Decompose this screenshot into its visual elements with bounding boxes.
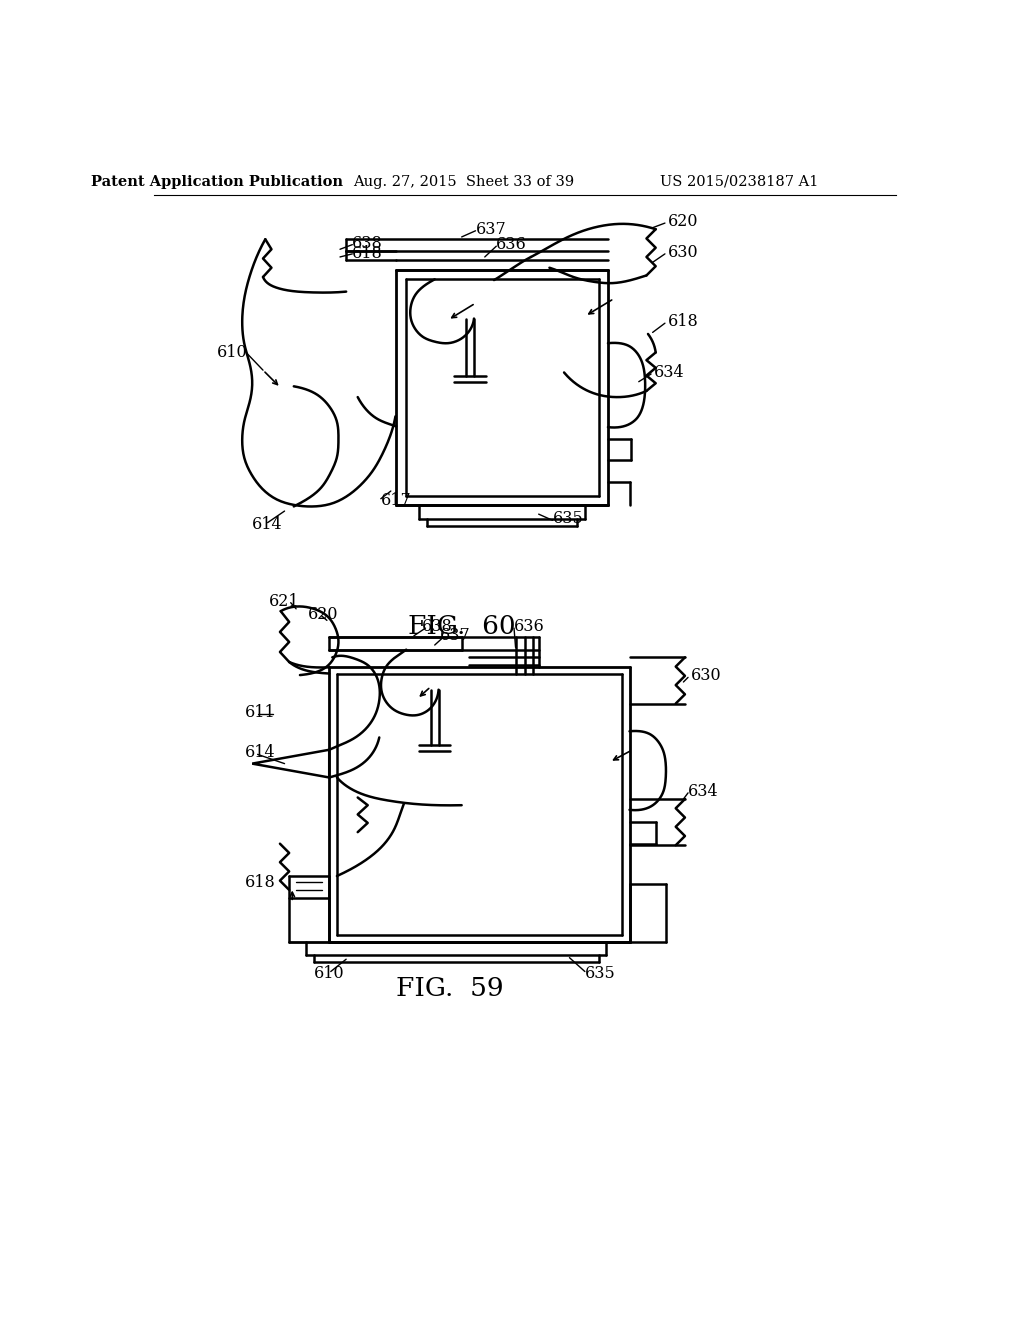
Text: 614: 614: [245, 744, 275, 762]
Text: 610: 610: [217, 345, 248, 360]
Text: 638: 638: [422, 618, 453, 635]
Text: 630: 630: [668, 244, 698, 261]
Text: 637: 637: [440, 627, 471, 644]
Text: 630: 630: [691, 668, 722, 684]
Text: 621: 621: [269, 593, 300, 610]
Text: 617: 617: [381, 492, 412, 508]
Text: 618: 618: [352, 246, 383, 263]
Text: Aug. 27, 2015  Sheet 33 of 39: Aug. 27, 2015 Sheet 33 of 39: [352, 174, 573, 189]
Text: 635: 635: [585, 965, 615, 982]
Text: 620: 620: [307, 606, 338, 623]
Text: 634: 634: [654, 364, 685, 381]
Text: FIG.  60: FIG. 60: [408, 614, 515, 639]
Text: 638: 638: [352, 235, 383, 252]
Text: 614: 614: [252, 516, 283, 533]
Text: 611: 611: [245, 705, 275, 721]
Text: 620: 620: [668, 213, 698, 230]
Text: 635: 635: [553, 511, 584, 527]
Text: 618: 618: [668, 313, 698, 330]
Text: 636: 636: [497, 236, 527, 253]
Text: 610: 610: [313, 965, 344, 982]
Text: Patent Application Publication: Patent Application Publication: [91, 174, 343, 189]
Text: 637: 637: [475, 220, 506, 238]
Text: 636: 636: [514, 618, 545, 635]
Text: 618: 618: [245, 874, 275, 891]
Text: FIG.  59: FIG. 59: [396, 975, 504, 1001]
Text: 634: 634: [688, 783, 719, 800]
Text: US 2015/0238187 A1: US 2015/0238187 A1: [659, 174, 818, 189]
